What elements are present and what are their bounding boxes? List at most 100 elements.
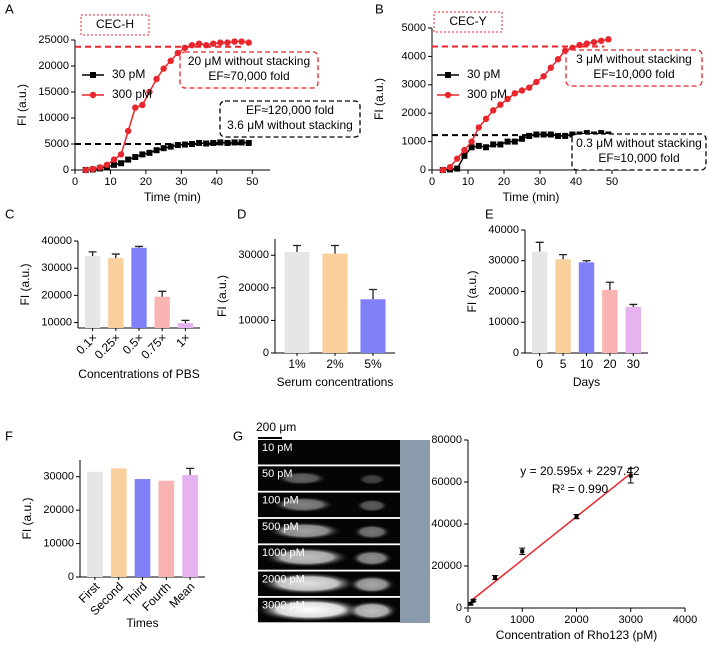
y-tick-label: 5000 — [402, 22, 426, 34]
y-tick-label: 30000 — [488, 255, 519, 267]
marker — [238, 139, 245, 146]
x-tick-label: 4000 — [673, 614, 697, 626]
legend-label: 300 pM — [467, 87, 507, 101]
signal — [350, 549, 394, 567]
marker — [124, 127, 132, 135]
bar — [284, 252, 310, 353]
marker — [461, 152, 468, 159]
panel-label: F — [5, 428, 13, 443]
x-tick-label: 30 — [175, 176, 187, 188]
x-tick-label: Mean — [166, 579, 197, 610]
marker — [82, 166, 89, 174]
row-label: 10 pM — [262, 442, 293, 454]
annotation: 3 μM without stacking — [576, 52, 692, 66]
marker — [110, 156, 118, 163]
error-bar — [88, 251, 97, 256]
signal — [357, 473, 387, 486]
marker — [533, 78, 540, 86]
marker — [181, 141, 188, 148]
marker — [569, 131, 576, 138]
scale-bar-label: 200 μm — [256, 420, 296, 434]
x-tick-label: 10 — [580, 357, 594, 371]
annotation-box — [571, 133, 707, 171]
y-tick-label: 0 — [68, 571, 74, 583]
x-tick-label: 1× — [173, 330, 193, 350]
marker — [174, 49, 182, 57]
chart-title: CEC-Y — [449, 14, 486, 28]
marker — [590, 39, 598, 46]
x-tick-label: 40 — [570, 176, 582, 188]
signal — [275, 471, 328, 486]
row-label: 50 pM — [262, 468, 293, 480]
marker — [153, 75, 160, 83]
y-tick-label: 0 — [263, 347, 269, 359]
x-tick-label: 0.75× — [138, 330, 169, 361]
point — [493, 575, 498, 580]
legend-marker — [445, 72, 451, 78]
chart-title: CEC-H — [96, 17, 134, 31]
image-strip — [258, 440, 400, 465]
marker — [490, 141, 497, 148]
x-tick-label: 30 — [627, 357, 641, 371]
point — [628, 473, 633, 478]
signal — [348, 575, 396, 594]
error-bar — [135, 245, 143, 248]
marker — [188, 42, 196, 49]
annotation: 0.3 μM without stacking — [576, 136, 702, 150]
marker — [189, 141, 195, 147]
legend-marker — [444, 91, 452, 99]
image-edge — [400, 440, 430, 623]
marker — [181, 44, 189, 51]
x-tick-label: 0 — [72, 176, 78, 188]
marker — [125, 156, 132, 163]
x-axis-label: Concentration of Rho123 (pM) — [496, 628, 657, 642]
legend-label: 300 pM — [112, 87, 152, 101]
marker — [139, 101, 146, 109]
error-bar — [559, 253, 568, 260]
y-tick-label: 0 — [420, 164, 426, 176]
y-axis-label: FI (a.u.) — [15, 84, 29, 126]
legend-marker — [90, 72, 96, 78]
marker — [96, 164, 104, 171]
marker — [117, 151, 125, 158]
title-box — [80, 14, 150, 36]
marker — [461, 146, 468, 154]
marker — [583, 40, 590, 47]
marker — [475, 124, 482, 131]
panel-label: E — [485, 206, 494, 221]
marker — [245, 139, 252, 146]
y-tick-label: 20000 — [431, 560, 462, 572]
panel-label: A — [5, 1, 14, 16]
marker — [482, 115, 490, 123]
bar — [322, 253, 348, 353]
marker — [468, 144, 475, 151]
error-bar — [535, 241, 544, 252]
marker — [526, 132, 533, 139]
y-tick-label: 20000 — [38, 60, 69, 72]
marker — [217, 139, 224, 146]
bar — [531, 251, 548, 353]
annotation-box — [219, 100, 361, 138]
x-tick-label: 5% — [364, 357, 382, 371]
marker — [132, 154, 139, 160]
y-tick-label: 80000 — [431, 434, 462, 446]
marker — [511, 138, 518, 145]
x-axis-label: Time (min) — [144, 190, 201, 204]
error-bar — [186, 467, 195, 476]
marker — [196, 139, 203, 146]
error-bar — [629, 303, 638, 307]
bar — [182, 475, 198, 577]
annotation-box — [179, 51, 319, 89]
marker — [132, 104, 139, 111]
marker — [547, 64, 554, 71]
marker — [598, 130, 605, 137]
marker — [540, 73, 547, 80]
bar — [360, 299, 386, 353]
fit-r2: R² = 0.990 — [552, 482, 609, 496]
x-tick-label: 20 — [603, 357, 617, 371]
marker — [504, 95, 511, 103]
y-tick-label: 60000 — [431, 476, 462, 488]
x-tick-label: 20 — [140, 176, 152, 188]
bar — [625, 306, 642, 353]
point — [471, 598, 476, 603]
